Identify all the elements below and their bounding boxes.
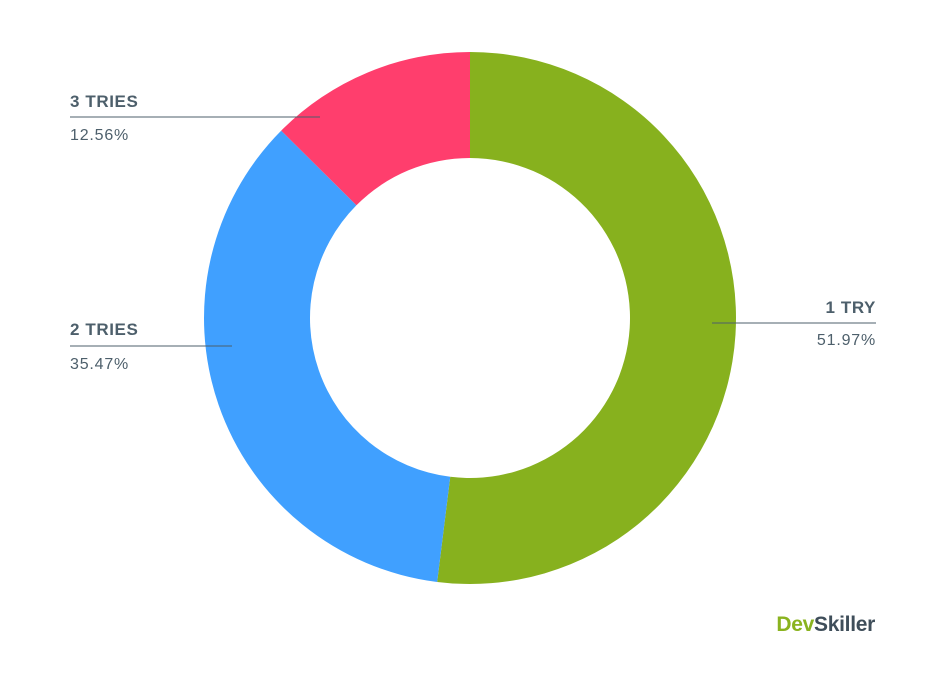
logo-dev-text: Dev: [776, 613, 815, 636]
slice-value-3-tries: 12.56%: [70, 127, 129, 144]
slice-value-1-try: 51.97%: [817, 332, 876, 349]
slice-value-2-tries: 35.47%: [70, 356, 129, 373]
devskiller-logo: DevSkiller: [776, 613, 875, 637]
slice-label-3-tries: 3 TRIES: [70, 92, 138, 111]
slice-2-tries: [203, 130, 451, 582]
logo-skiller-text: Skiller: [814, 613, 875, 636]
slice-3-tries: [281, 52, 470, 206]
slice-1-try: [437, 52, 736, 584]
slice-label-2-tries: 2 TRIES: [70, 320, 138, 339]
slice-label-1-try: 1 TRY: [825, 298, 876, 317]
